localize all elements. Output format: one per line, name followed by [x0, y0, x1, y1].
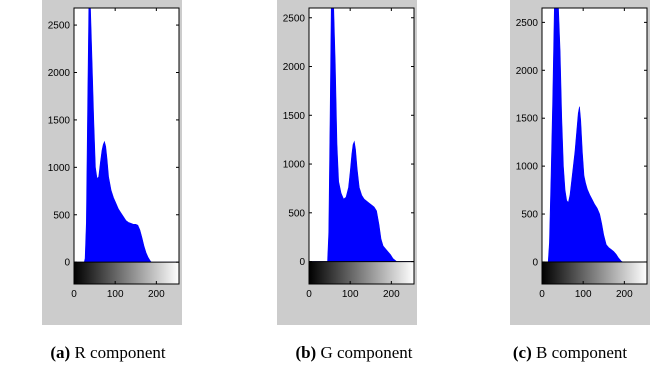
y-tick-label: 1000 — [283, 160, 306, 171]
axes-frame — [73, 7, 180, 285]
y-tick-label: 2500 — [516, 18, 539, 29]
caption-b-text: B component — [531, 343, 628, 362]
x-tick-label: 0 — [71, 289, 77, 300]
histogram-chart-g: 0 500 1000 1500 2000 2500 0 100 200 — [277, 0, 417, 325]
y-tick-label: 1500 — [516, 114, 539, 125]
y-tick-label: 500 — [521, 210, 538, 221]
caption-g-tag: (b) — [295, 343, 317, 362]
x-tick-label: 100 — [107, 289, 124, 300]
x-tick-label: 200 — [616, 289, 633, 300]
caption-g-text: G component — [316, 343, 413, 362]
y-tick-label: 2000 — [516, 66, 539, 77]
histogram-panel-b: 0 500 1000 1500 2000 2500 0 100 200 — [510, 0, 650, 325]
x-tick-label: 100 — [342, 289, 359, 300]
y-tick-label: 0 — [532, 257, 538, 268]
intensity-colorbar — [309, 261, 414, 284]
histogram-area — [542, 7, 647, 263]
y-tick-label: 1500 — [48, 115, 71, 126]
y-tick-label: 0 — [299, 257, 305, 268]
x-tick-label: 100 — [575, 289, 592, 300]
x-tick-label: 0 — [539, 289, 545, 300]
y-tick-label: 0 — [64, 258, 70, 269]
y-tick-label: 500 — [288, 208, 305, 219]
intensity-colorbar — [74, 262, 179, 284]
intensity-colorbar — [542, 261, 647, 284]
y-tick-label: 2000 — [48, 68, 71, 79]
histogram-panel-r: 0 500 1000 1500 2000 2500 0 100 200 — [42, 0, 182, 325]
caption-b: (c) B component — [470, 343, 670, 363]
histogram-chart-b: 0 500 1000 1500 2000 2500 0 100 200 — [510, 0, 650, 325]
histogram-chart-r: 0 500 1000 1500 2000 2500 0 100 200 — [42, 0, 182, 325]
y-tick-label: 1000 — [516, 162, 539, 173]
caption-b-tag: (c) — [512, 343, 532, 362]
axes-frame — [541, 7, 648, 285]
y-tick-label: 2500 — [48, 21, 71, 32]
y-tick-label: 2500 — [283, 13, 306, 24]
histogram-area — [74, 7, 179, 263]
histogram-area — [309, 7, 414, 262]
y-tick-label: 1500 — [283, 111, 306, 122]
histogram-panel-g: 0 500 1000 1500 2000 2500 0 100 200 — [277, 0, 417, 325]
y-tick-label: 1000 — [48, 163, 71, 174]
x-tick-label: 0 — [306, 289, 312, 300]
caption-r-text: R component — [70, 343, 166, 362]
axes-frame — [308, 7, 415, 285]
caption-r: (a) R component — [8, 343, 208, 363]
x-tick-label: 200 — [148, 289, 165, 300]
y-tick-label: 2000 — [283, 62, 306, 73]
caption-g: (b) G component — [254, 343, 454, 363]
caption-r-tag: (a) — [50, 343, 71, 362]
x-tick-label: 200 — [383, 289, 400, 300]
y-tick-label: 500 — [53, 210, 70, 221]
